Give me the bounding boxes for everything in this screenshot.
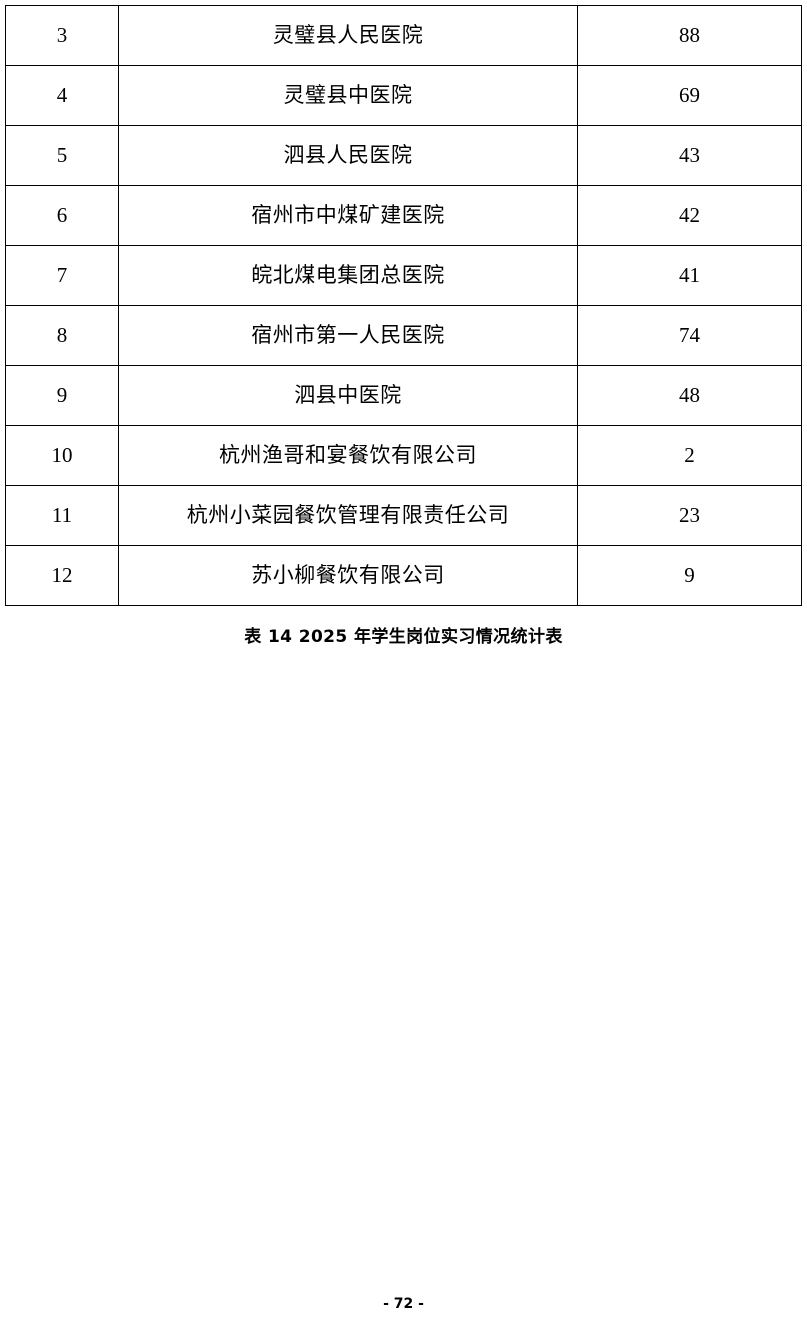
row-index-cell: 3 (5, 5, 119, 66)
table-row: 7 皖北煤电集团总医院 41 (5, 245, 802, 306)
table-row: 8 宿州市第一人民医院 74 (5, 305, 802, 366)
row-count-cell: 69 (577, 65, 802, 126)
table-row: 10 杭州渔哥和宴餐饮有限公司 2 (5, 425, 802, 486)
row-name-cell: 灵璧县中医院 (118, 65, 578, 126)
table-row: 3 灵璧县人民医院 88 (5, 5, 802, 66)
row-count-cell: 43 (577, 125, 802, 186)
row-index-cell: 11 (5, 485, 119, 546)
table-row: 5 泗县人民医院 43 (5, 125, 802, 186)
row-index-cell: 7 (5, 245, 119, 306)
internship-statistics-table: 3 灵璧县人民医院 88 4 灵璧县中医院 69 5 泗县人民医院 43 6 宿… (5, 5, 802, 606)
row-count-cell: 74 (577, 305, 802, 366)
row-count-cell: 48 (577, 365, 802, 426)
row-index-cell: 10 (5, 425, 119, 486)
row-count-cell: 9 (577, 545, 802, 606)
row-name-cell: 宿州市中煤矿建医院 (118, 185, 578, 246)
row-name-cell: 灵璧县人民医院 (118, 5, 578, 66)
table-body: 3 灵璧县人民医院 88 4 灵璧县中医院 69 5 泗县人民医院 43 6 宿… (5, 5, 802, 606)
row-index-cell: 9 (5, 365, 119, 426)
row-name-cell: 杭州渔哥和宴餐饮有限公司 (118, 425, 578, 486)
row-count-cell: 41 (577, 245, 802, 306)
row-name-cell: 宿州市第一人民医院 (118, 305, 578, 366)
table-row: 12 苏小柳餐饮有限公司 9 (5, 545, 802, 606)
row-index-cell: 12 (5, 545, 119, 606)
statistics-table-container: 3 灵璧县人民医院 88 4 灵璧县中医院 69 5 泗县人民医院 43 6 宿… (5, 5, 802, 606)
table-row: 6 宿州市中煤矿建医院 42 (5, 185, 802, 246)
row-count-cell: 2 (577, 425, 802, 486)
table-row: 11 杭州小菜园餐饮管理有限责任公司 23 (5, 485, 802, 546)
row-name-cell: 苏小柳餐饮有限公司 (118, 545, 578, 606)
row-count-cell: 23 (577, 485, 802, 546)
row-index-cell: 6 (5, 185, 119, 246)
page-number-footer: - 72 - (383, 1296, 424, 1312)
table-row: 4 灵璧县中医院 69 (5, 65, 802, 126)
row-index-cell: 5 (5, 125, 119, 186)
row-index-cell: 4 (5, 65, 119, 126)
row-name-cell: 泗县人民医院 (118, 125, 578, 186)
row-count-cell: 88 (577, 5, 802, 66)
row-name-cell: 泗县中医院 (118, 365, 578, 426)
row-name-cell: 皖北煤电集团总医院 (118, 245, 578, 306)
row-count-cell: 42 (577, 185, 802, 246)
table-caption: 表 14 2025 年学生岗位实习情况统计表 (244, 627, 563, 647)
row-name-cell: 杭州小菜园餐饮管理有限责任公司 (118, 485, 578, 546)
row-index-cell: 8 (5, 305, 119, 366)
table-row: 9 泗县中医院 48 (5, 365, 802, 426)
